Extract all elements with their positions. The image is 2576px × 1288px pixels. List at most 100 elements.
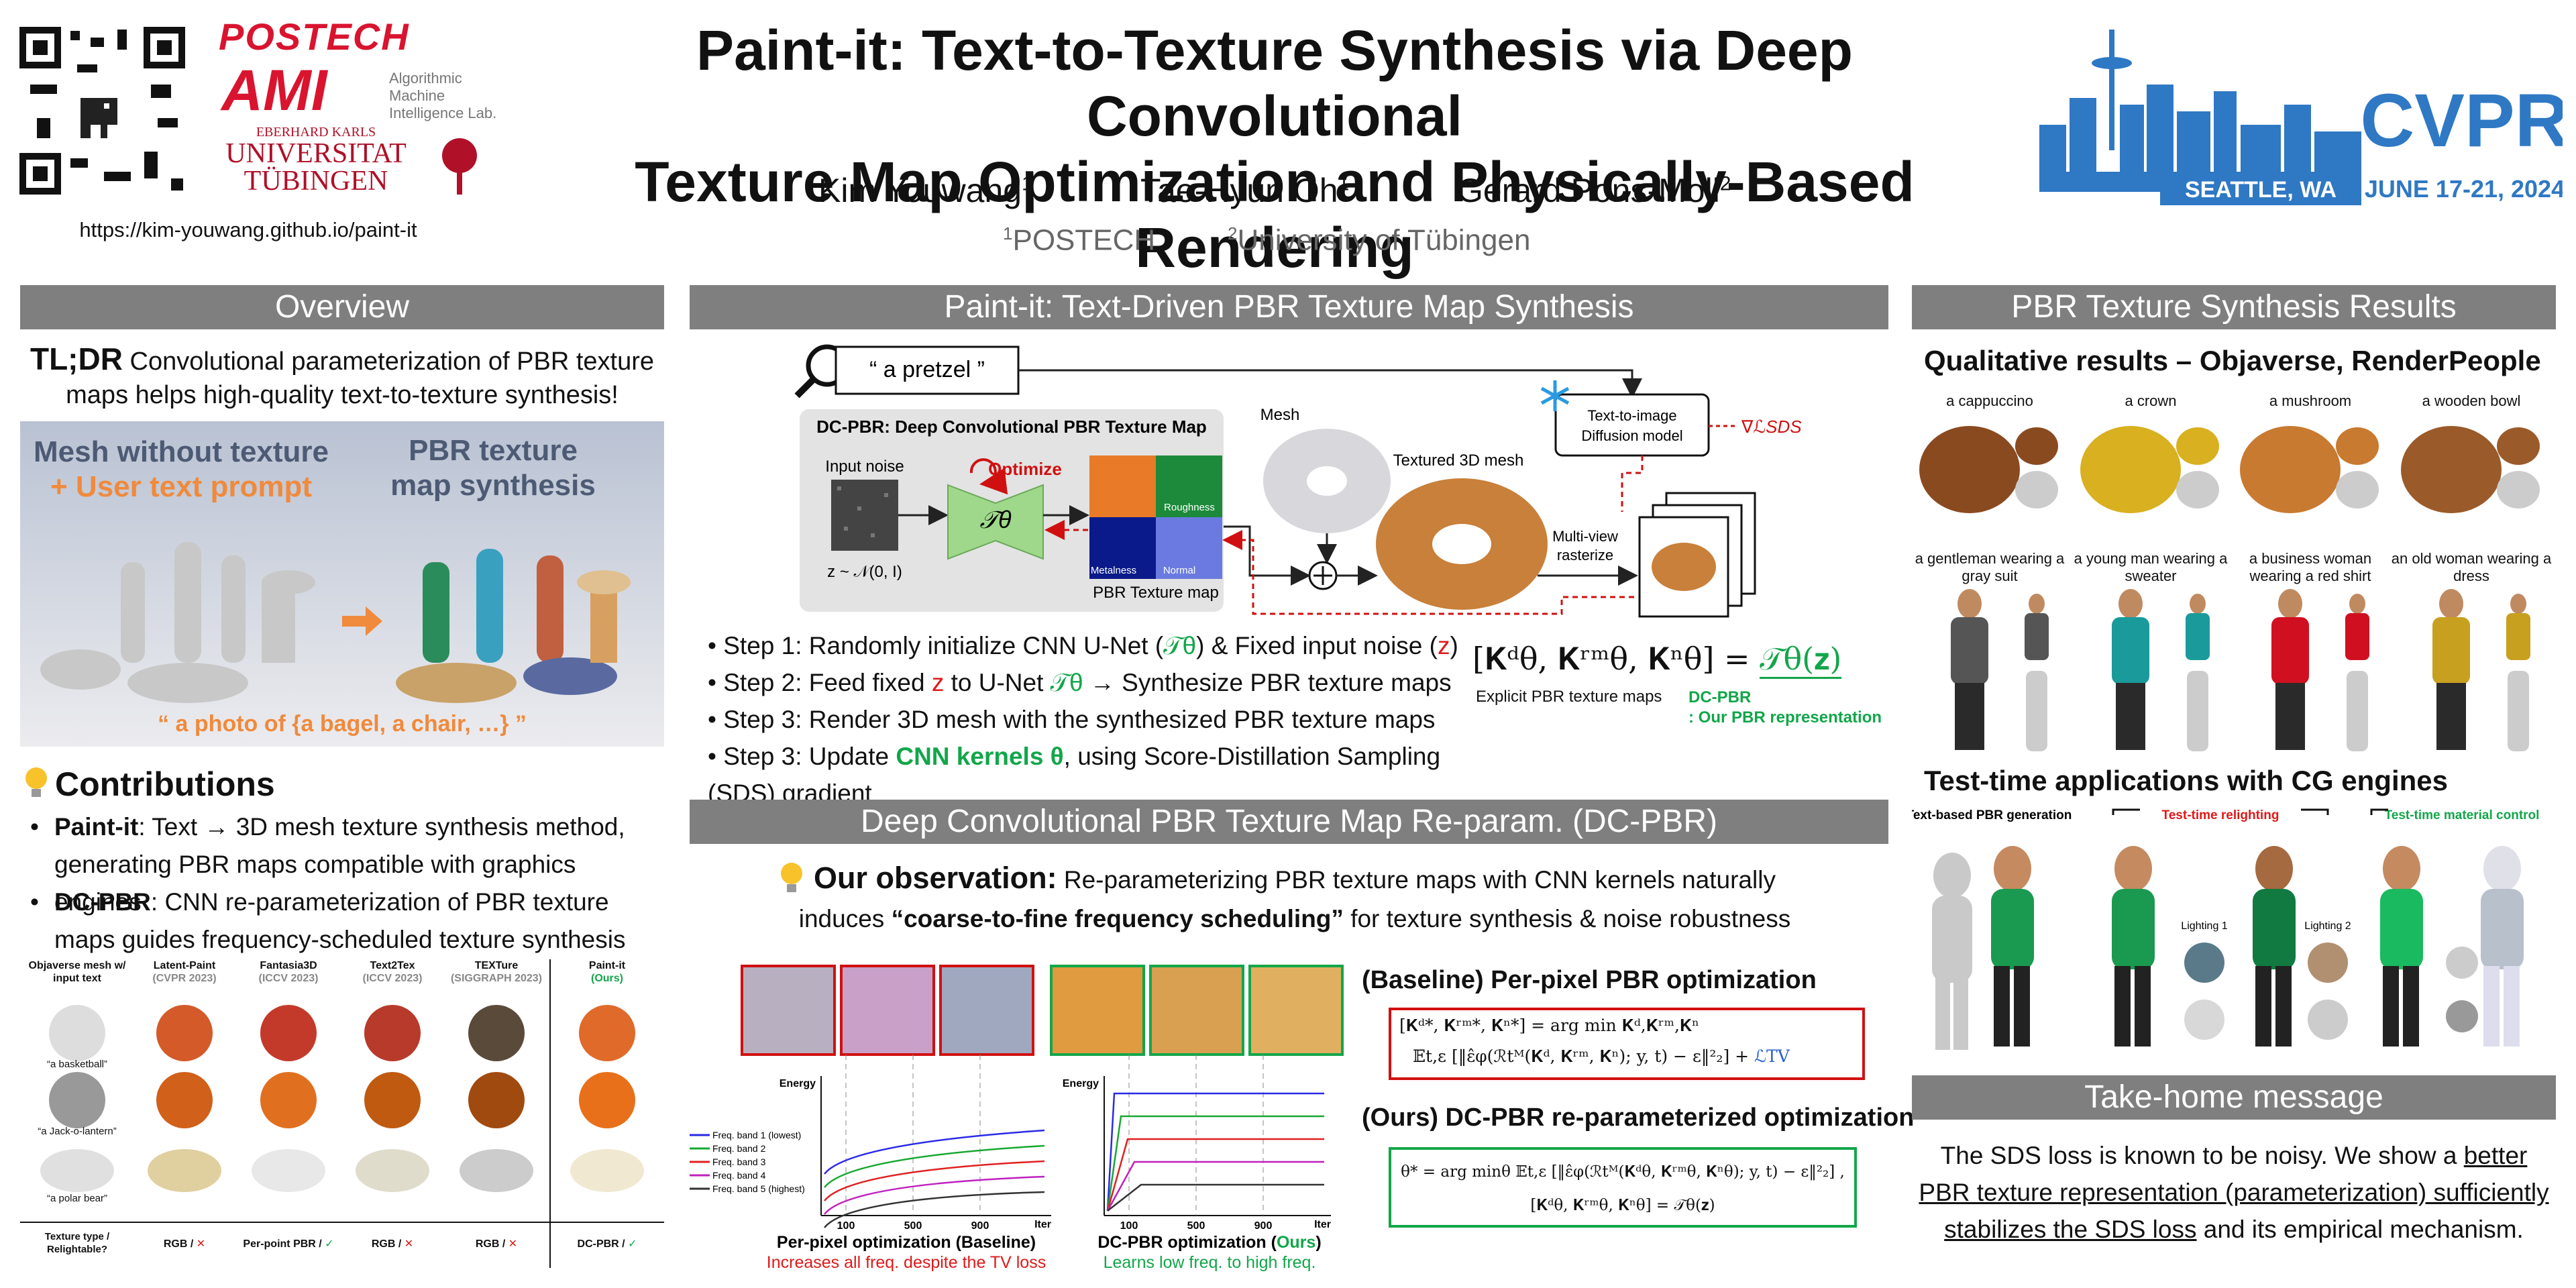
- method-name: Latent-Paint: [153, 960, 216, 971]
- shape: [1018, 369, 1642, 398]
- step-text: ) & Fixed input noise (: [1196, 632, 1438, 659]
- shape: PBR texture map synthesis: [390, 434, 596, 502]
- relightable-mark: ✕: [196, 1237, 206, 1250]
- mesh-label: Mesh: [1260, 406, 1300, 424]
- step-item: • Step 3: Update CNN kernels θ, using Sc…: [708, 738, 1479, 812]
- object-result: [2240, 426, 2341, 513]
- equation-lhs: [𝐊ᵈθ, 𝐊ʳᵐθ, 𝐊ⁿθ] =: [1472, 641, 1760, 677]
- human-legs: [2116, 683, 2145, 750]
- representation-name: DC-PBR: [1688, 688, 1752, 706]
- observation-emphasis: “coarse-to-fine frequency scheduling”: [891, 905, 1344, 932]
- texture-thumbnail: [741, 965, 836, 1056]
- shape: [151, 85, 171, 98]
- formula-line: θ* = arg minθ 𝔼t,ε [‖ε̂φ(ℛtᴹ(𝐊ᵈθ, 𝐊ʳᵐθ, …: [1401, 1163, 1845, 1181]
- energy-curve: [824, 1175, 1045, 1215]
- shape: [2092, 57, 2132, 69]
- title-line: Texture Map Optimization and Physically-…: [635, 150, 1915, 279]
- energy-curve: [1107, 1183, 1324, 1212]
- step-text: to U-Net: [944, 669, 1051, 696]
- shape: [1156, 455, 1222, 517]
- shape: [33, 166, 48, 181]
- observation-text: for texture synthesis & noise robustness: [1343, 905, 1791, 932]
- result-thumbnail: [252, 1149, 325, 1192]
- author-affiliation: 1: [1338, 172, 1350, 195]
- author-name: Gerard Pons-Moll: [1457, 172, 1720, 209]
- result-thumbnail: [579, 1005, 635, 1061]
- shape: [171, 178, 183, 191]
- x-tick-label: 100: [837, 1220, 855, 1232]
- shape: [2483, 966, 2500, 1046]
- shape: [2383, 846, 2420, 892]
- step-text: Step 3: Update: [723, 743, 896, 770]
- conference-dates: JUNE 17-21, 2024: [2365, 175, 2563, 203]
- shape: [2403, 966, 2419, 1046]
- legend-label: Freq. band 5 (highest): [712, 1183, 805, 1194]
- object-result: [2401, 426, 2502, 513]
- shape: [2184, 943, 2224, 983]
- object-result: [2015, 471, 2058, 508]
- shape: [1621, 455, 1644, 512]
- shape: [1432, 524, 1491, 564]
- result-thumbnail: [468, 1005, 525, 1061]
- human-untextured: [2508, 671, 2529, 751]
- human-body: [2112, 617, 2149, 684]
- texture-type: RGB / ✕: [342, 1237, 443, 1250]
- input-noise-label: Input noise: [825, 458, 904, 476]
- affiliation-name: University of Tübingen: [1237, 223, 1531, 257]
- shape: [947, 484, 1044, 560]
- bulb-icon: [781, 863, 802, 892]
- x-tick-label: 500: [1187, 1220, 1205, 1232]
- optimize-label: Optimize: [988, 459, 1062, 479]
- author-affiliation: 2: [1719, 172, 1731, 195]
- type-name: RGB /: [163, 1238, 197, 1250]
- shape: [2014, 966, 2030, 1046]
- contribution-text: : CNN re-parameterization of PBR texture…: [54, 888, 626, 953]
- legend-label: Freq. band 2: [712, 1143, 766, 1154]
- step-text: Step 1: Randomly initialize CNN U-Net (: [723, 632, 1164, 659]
- shape: [844, 527, 848, 531]
- shape: [884, 493, 888, 497]
- human-head: [2118, 589, 2143, 619]
- plot-note: Increases all freq. despite the TV loss: [767, 1253, 1046, 1272]
- shape: [33, 40, 172, 181]
- method-venue: (SIGGRAPH 2023): [450, 973, 543, 984]
- ami-logo: AMI: [221, 58, 327, 123]
- prompt-label: “a basketball”: [46, 1059, 108, 1070]
- observation-text: Re-parameterizing PBR texture maps with …: [1057, 866, 1776, 894]
- contributions-heading: Contributions: [55, 765, 275, 803]
- shape: [104, 172, 131, 181]
- shape: [2112, 808, 2140, 815]
- y-axis-label: Energy: [780, 1078, 816, 1089]
- shape: [2380, 846, 2423, 1046]
- shape: [2255, 846, 2293, 892]
- result-thumbnail: [148, 1149, 221, 1192]
- ami-lab-line: Algorithmic: [389, 70, 462, 87]
- ami-lab-name: Algorithmic Machine Intelligence Lab.: [389, 70, 496, 122]
- shape: [2253, 846, 2296, 1046]
- result-thumbnail: [579, 1072, 635, 1128]
- shape: [837, 486, 888, 537]
- postech-logo: POSTECH: [219, 15, 410, 58]
- y-axis-label: Energy: [1063, 1078, 1099, 1089]
- table-header: Latent-Paint (CVPR 2023): [134, 959, 235, 985]
- method-name: Paint-it: [588, 960, 626, 971]
- shape: [127, 663, 248, 703]
- contribution-item: • Paint-it: Text → 3D mesh texture synthe…: [30, 808, 667, 921]
- relightable-mark: ✓: [325, 1237, 334, 1250]
- lighting-label: Lighting 2: [2304, 920, 2351, 932]
- shape: [1089, 455, 1156, 517]
- human-untextured: [2347, 671, 2368, 751]
- application-label: Text-based PBR generation: [1912, 808, 2072, 822]
- ours-formula: θ* = arg minθ 𝔼t,ε [‖ε̂φ(ℛtᴹ(𝐊ᵈθ, 𝐊ʳᵐθ, …: [1389, 1147, 1857, 1228]
- human-head: [2349, 594, 2365, 614]
- human-prompt: a business woman wearing a red shirt: [2249, 550, 2372, 584]
- equation-note: Explicit PBR texture maps: [1476, 688, 1662, 706]
- plot-caption: DC-PBR optimization (Ours): [1097, 1233, 1321, 1252]
- shape: [2370, 808, 2388, 815]
- ami-lab-line: Intelligence Lab.: [389, 105, 497, 121]
- tldr-text: Convolutional parameterization of PBR te…: [66, 347, 655, 409]
- observation-text: induces: [798, 905, 892, 932]
- step-text: 𝒯θ: [1050, 669, 1083, 696]
- affiliation: 2University of Tübingen: [1228, 223, 1530, 258]
- shape: [1991, 889, 2034, 969]
